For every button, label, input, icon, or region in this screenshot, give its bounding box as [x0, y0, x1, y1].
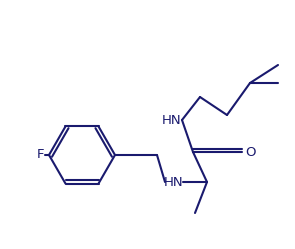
Text: HN: HN — [162, 114, 182, 126]
Text: O: O — [245, 145, 255, 159]
Text: F: F — [37, 148, 44, 162]
Text: HN: HN — [164, 176, 184, 188]
